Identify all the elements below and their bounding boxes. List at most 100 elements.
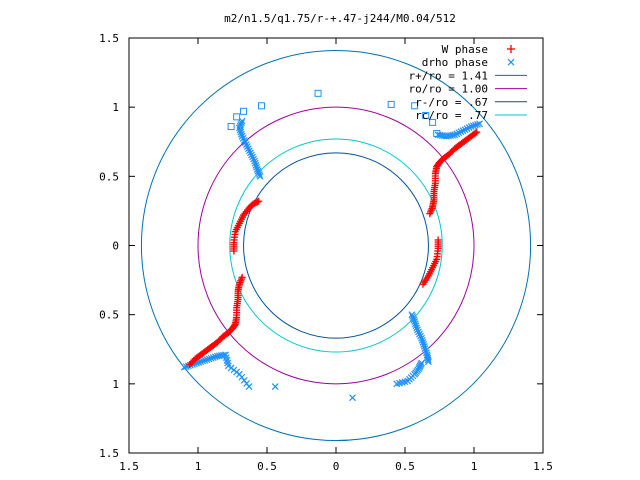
- drho-point-b: [412, 322, 420, 330]
- drho-point-b: [237, 128, 245, 136]
- drho-point-b: [409, 314, 417, 322]
- drho-point: [242, 141, 250, 148]
- drho-point: [251, 159, 259, 167]
- drho-point: [467, 123, 475, 130]
- drho-square-point: [233, 113, 241, 121]
- drho-point-b: [180, 363, 188, 371]
- drho-point-b: [249, 153, 256, 161]
- drho-point: [251, 157, 259, 165]
- w-phase-point: [187, 359, 195, 367]
- drho-point-b: [251, 157, 259, 165]
- drho-square-point: [227, 123, 235, 131]
- drho-point: [419, 338, 427, 346]
- w-phase-point: [419, 280, 427, 288]
- x-tick-label: 0.5: [395, 460, 415, 473]
- drho-point-b: [451, 131, 459, 139]
- drho-point: [418, 334, 425, 342]
- drho-point-b: [413, 324, 421, 332]
- drho-point: [417, 332, 424, 340]
- drho-point: [420, 343, 428, 350]
- drho-point: [241, 139, 249, 146]
- w-phase-point: [237, 277, 245, 285]
- drho-point-b: [252, 161, 260, 169]
- drho-point-b: [418, 359, 425, 367]
- legend-label: ro/ro = 1.00: [409, 83, 488, 96]
- drho-point: [411, 318, 419, 326]
- circle-series: [197, 106, 475, 385]
- drho-point-b: [349, 394, 356, 402]
- y-tick-label: 0: [112, 240, 119, 253]
- drho-point: [413, 324, 421, 332]
- drho-point-b: [467, 123, 475, 130]
- drho-point: [237, 128, 245, 136]
- drho-point-b: [409, 312, 417, 320]
- drho-point: [415, 328, 422, 336]
- drho-point-b: [197, 358, 205, 366]
- drho-point-b: [243, 143, 251, 151]
- drho-point-b: [417, 332, 424, 340]
- drho-square-point: [314, 89, 322, 97]
- drho-point-b: [203, 356, 211, 364]
- axis-ticks: 1.5 1 0.5 0 0.5 1 1.51.510.500.511.5: [99, 32, 553, 473]
- y-tick-label: 0.5: [99, 309, 119, 322]
- y-tick-label: 1: [112, 378, 119, 391]
- drho-point-b: [207, 354, 215, 362]
- drho-point-b: [476, 120, 483, 128]
- drho-point: [453, 130, 461, 138]
- drho-point-b: [455, 129, 463, 137]
- legend-label: drho phase: [422, 56, 488, 69]
- drho-point: [413, 326, 421, 334]
- x-tick-label: 1: [471, 460, 478, 473]
- drho-point-b: [419, 338, 427, 346]
- drho-point-b: [224, 359, 232, 367]
- drho-point-b: [465, 124, 473, 131]
- drho-point-b: [459, 127, 467, 135]
- drho-point: [248, 151, 255, 159]
- drho-point: [249, 153, 256, 161]
- drho-point-b: [422, 347, 430, 355]
- drho-point: [271, 383, 279, 391]
- drho-point: [349, 394, 356, 402]
- drho-point-b: [238, 119, 245, 127]
- drho-point: [250, 155, 257, 163]
- x-tick-label: 1: [195, 460, 202, 473]
- drho-point-b: [418, 334, 425, 342]
- circle-series: [243, 152, 429, 339]
- drho-point-b: [201, 356, 209, 364]
- drho-point-b: [247, 149, 254, 157]
- legend-marker-b: [507, 58, 515, 66]
- drho-point-b: [255, 169, 263, 177]
- drho-point-b: [253, 163, 261, 171]
- drho-point-b: [424, 356, 432, 364]
- drho-point: [180, 363, 188, 371]
- drho-point: [420, 340, 428, 348]
- drho-point: [418, 336, 426, 344]
- drho-point: [457, 128, 465, 136]
- x-tick-label: 1.5: [119, 460, 139, 473]
- drho-point: [253, 163, 261, 171]
- drho-point: [425, 358, 432, 366]
- drho-point: [424, 356, 432, 364]
- drho-point: [463, 125, 471, 133]
- x-tick-label: 0: [333, 460, 340, 473]
- drho-point: [205, 355, 213, 363]
- drho-point: [254, 167, 262, 175]
- drho-point: [197, 358, 205, 366]
- drho-point-b: [415, 328, 422, 336]
- drho-point-b: [416, 330, 423, 338]
- drho-point-b: [238, 130, 245, 138]
- drho-point: [421, 345, 429, 352]
- drho-point-b: [469, 122, 477, 130]
- w-phase-point: [186, 360, 194, 368]
- drho-point-b: [193, 359, 201, 367]
- drho-point-b: [222, 351, 230, 359]
- drho-point-b: [471, 121, 479, 129]
- circle-series: [229, 138, 443, 353]
- drho-square-point: [257, 102, 265, 110]
- drho-point: [207, 354, 215, 362]
- drho-point: [465, 124, 473, 131]
- drho-point: [211, 353, 219, 361]
- drho-point-b: [241, 139, 249, 146]
- x-tick-label: 0.5: [257, 460, 277, 473]
- drho-point: [245, 147, 253, 155]
